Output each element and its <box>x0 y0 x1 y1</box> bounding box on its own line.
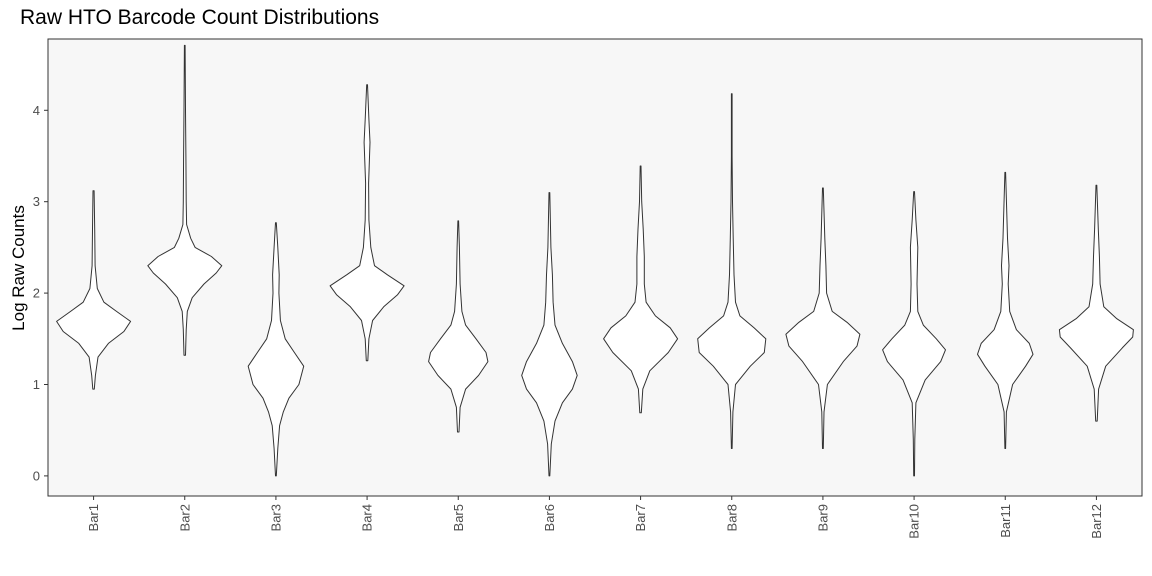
x-tick-label: Bar7 <box>633 504 648 531</box>
x-tick-label: Bar5 <box>451 504 466 531</box>
violin-bar1 <box>56 190 132 390</box>
chart-title: Raw HTO Barcode Count Distributions <box>20 6 380 29</box>
y-tick-label: 2 <box>33 286 40 301</box>
x-tick-label: Bar3 <box>268 504 283 531</box>
violin-bar7 <box>603 165 679 414</box>
violin-bar5 <box>428 220 489 433</box>
x-tick-label: Bar11 <box>998 504 1013 538</box>
violin-bar8 <box>697 93 767 449</box>
x-tick-label: Bar10 <box>907 504 922 539</box>
x-tick-label: Bar4 <box>360 504 375 531</box>
x-tick-label: Bar9 <box>815 504 830 531</box>
x-tick-label: Bar6 <box>542 504 557 531</box>
y-tick-label: 0 <box>33 468 40 483</box>
plot-panel <box>47 38 1143 497</box>
violin-bar2 <box>147 44 223 356</box>
y-tick-label: 3 <box>33 194 40 209</box>
y-tick-label: 1 <box>33 377 40 392</box>
violin-bar10 <box>882 191 946 477</box>
violin-bar11 <box>977 171 1034 449</box>
violin-bar6 <box>521 192 578 477</box>
y-tick-label: 4 <box>33 103 40 118</box>
violin-bar12 <box>1058 184 1134 422</box>
violin-bar4 <box>329 84 405 362</box>
y-axis-title: Log Raw Counts <box>9 205 28 331</box>
violin-bar3 <box>247 222 305 477</box>
violins <box>56 44 1134 477</box>
y-axis: 0 1 2 3 4 <box>33 103 48 483</box>
violin-bar9 <box>785 187 861 449</box>
x-tick-label: Bar8 <box>724 504 739 531</box>
x-tick-label: Bar2 <box>177 504 192 531</box>
x-tick-label: Bar12 <box>1089 504 1104 539</box>
x-axis: Bar1 Bar2 Bar3 Bar4 Bar5 Bar6 Bar7 Bar8 Bar9 Bar1… <box>86 496 1104 539</box>
x-tick-label: Bar1 <box>86 504 101 531</box>
